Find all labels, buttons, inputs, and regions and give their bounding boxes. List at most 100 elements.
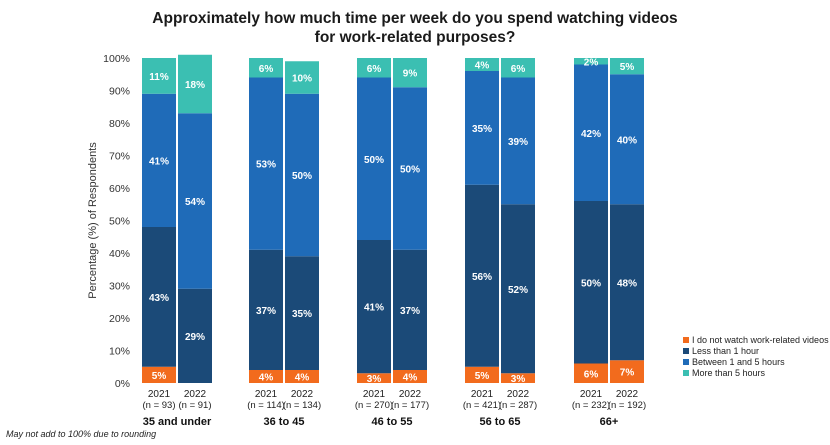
bar-segment	[465, 366, 499, 383]
data-label: 4%	[403, 373, 418, 384]
bar-segment	[610, 58, 644, 75]
bar-segment	[501, 58, 535, 78]
legend-swatch	[683, 348, 689, 354]
bar-segment	[501, 204, 535, 374]
data-label: 37%	[256, 306, 276, 317]
x-n-label: (n = 270)	[355, 400, 393, 411]
bar-segment	[574, 363, 608, 383]
data-label: 50%	[581, 278, 601, 289]
bar-segment	[285, 61, 319, 94]
x-n-label: (n = 421)	[463, 400, 501, 411]
data-label: 52%	[508, 285, 528, 296]
data-label: 43%	[149, 293, 169, 304]
bar-segment	[142, 366, 176, 383]
y-tick-label: 90%	[109, 86, 130, 98]
data-label: 42%	[581, 129, 601, 140]
bar-segment	[178, 288, 212, 383]
data-label: 41%	[364, 303, 384, 314]
data-label: 5%	[475, 371, 490, 382]
chart-title-line-1: Approximately how much time per week do …	[152, 10, 678, 27]
chart-title-line-2: for work-related purposes?	[314, 29, 516, 46]
x-n-label: (n = 192)	[608, 400, 646, 411]
data-label: 7%	[620, 368, 635, 379]
legend-label: I do not watch work-related videos	[692, 335, 829, 345]
y-tick-label: 30%	[109, 281, 130, 293]
bar-segment	[393, 87, 427, 250]
x-n-label: (n = 91)	[178, 400, 211, 411]
data-label: 4%	[295, 373, 310, 384]
data-label: 50%	[364, 155, 384, 166]
x-year-label: 2021	[580, 389, 603, 400]
x-n-label: (n = 93)	[142, 400, 175, 411]
bar-segment	[249, 249, 283, 370]
bar-segment	[610, 360, 644, 383]
x-year-label: 2021	[471, 389, 494, 400]
bar-segment	[142, 227, 176, 367]
group-label: 66+	[600, 416, 619, 428]
bar-segment	[285, 93, 319, 257]
bar-segment	[501, 373, 535, 383]
data-label: 2%	[584, 57, 599, 68]
y-tick-label: 50%	[109, 216, 130, 228]
x-n-label: (n = 177)	[391, 400, 429, 411]
legend-swatch	[683, 337, 689, 343]
x-n-label: (n = 114)	[247, 400, 285, 411]
bar-segment	[178, 54, 212, 114]
data-label: 6%	[584, 369, 599, 380]
data-label: 10%	[292, 74, 312, 85]
data-label: 41%	[149, 156, 169, 167]
data-label: 54%	[185, 197, 205, 208]
bar-segment	[357, 373, 391, 383]
x-year-label: 2021	[255, 389, 278, 400]
data-label: 29%	[185, 332, 205, 343]
y-tick-label: 20%	[109, 313, 130, 325]
x-year-label: 2022	[616, 389, 639, 400]
group-label: 46 to 55	[372, 416, 413, 428]
bar-segment	[465, 71, 499, 185]
data-label: 56%	[472, 272, 492, 283]
x-year-label: 2022	[507, 389, 530, 400]
y-tick-label: 0%	[115, 378, 130, 390]
bar-segment	[178, 113, 212, 289]
footnote: May not add to 100% due to rounding	[6, 429, 157, 439]
data-label: 3%	[367, 374, 382, 385]
legend-swatch	[683, 370, 689, 376]
legend-swatch	[683, 359, 689, 365]
bar-segment	[142, 58, 176, 94]
x-year-label: 2021	[148, 389, 171, 400]
y-tick-label: 80%	[109, 118, 130, 130]
x-year-label: 2022	[399, 389, 422, 400]
data-label: 5%	[620, 62, 635, 73]
x-year-label: 2021	[363, 389, 386, 400]
bar-segment	[393, 370, 427, 383]
y-axis-label: Percentage (%) of Respondents	[87, 142, 99, 299]
data-label: 37%	[400, 306, 420, 317]
y-tick-label: 100%	[103, 53, 130, 65]
data-label: 6%	[367, 64, 382, 75]
y-tick-label: 10%	[109, 346, 130, 358]
data-label: 40%	[617, 135, 637, 146]
y-tick-label: 70%	[109, 151, 130, 163]
data-label: 18%	[185, 80, 205, 91]
bar-segment	[249, 58, 283, 78]
bar-segment	[574, 201, 608, 364]
data-label: 4%	[259, 373, 274, 384]
bar-segment	[249, 370, 283, 383]
bar-segment	[357, 77, 391, 240]
bar-segment	[142, 93, 176, 227]
data-label: 39%	[508, 137, 528, 148]
data-label: 3%	[511, 374, 526, 385]
y-tick-label: 60%	[109, 183, 130, 195]
group-label: 36 to 45	[264, 416, 305, 428]
data-label: 48%	[617, 278, 637, 289]
data-label: 11%	[149, 72, 169, 83]
x-n-label: (n = 287)	[499, 400, 537, 411]
legend-label: More than 5 hours	[692, 368, 766, 378]
x-year-label: 2022	[291, 389, 314, 400]
x-year-label: 2022	[184, 389, 207, 400]
bar-segment	[574, 58, 608, 65]
bar-segment	[465, 184, 499, 367]
group-label: 56 to 65	[480, 416, 521, 428]
data-label: 6%	[259, 64, 274, 75]
